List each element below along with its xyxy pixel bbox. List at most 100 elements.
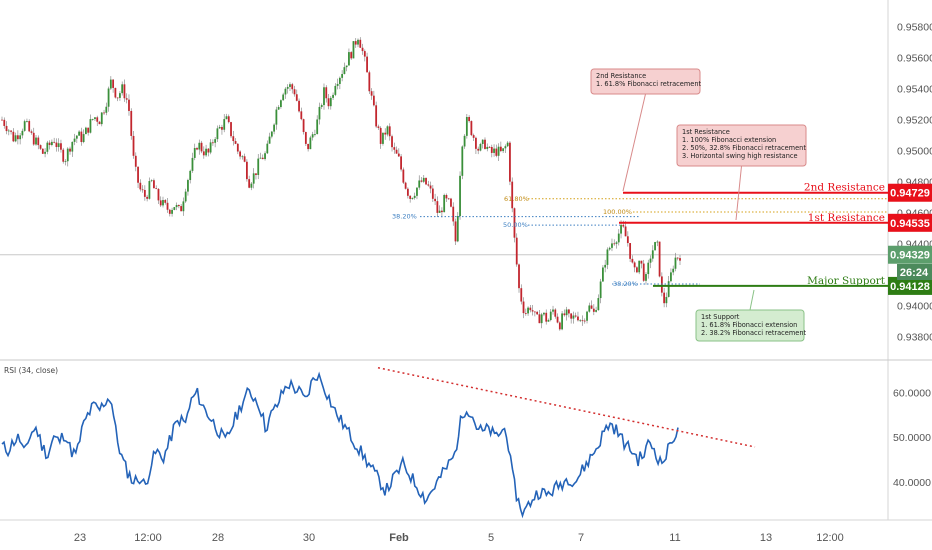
candle-body bbox=[232, 136, 235, 142]
candle-body bbox=[649, 258, 652, 263]
candle-body bbox=[431, 188, 434, 199]
candle-body bbox=[193, 148, 196, 158]
candle-body bbox=[570, 313, 573, 319]
candle-body bbox=[450, 198, 452, 207]
candle-body bbox=[39, 145, 42, 149]
candle-body bbox=[112, 79, 115, 88]
time-tick-label: 28 bbox=[212, 532, 224, 544]
candle-body bbox=[46, 142, 49, 152]
candle-body bbox=[636, 267, 638, 273]
candle-body bbox=[361, 47, 364, 52]
candle-body bbox=[370, 91, 373, 96]
candle-body bbox=[679, 258, 681, 261]
candle-body bbox=[638, 260, 641, 273]
candle-body bbox=[633, 262, 636, 268]
candle-body bbox=[434, 198, 437, 202]
candle-body bbox=[558, 322, 561, 330]
price-tick-label: 0.95200 bbox=[897, 115, 932, 127]
note-2nd-resistance-line: 1. 61.8% Fibonacci retracement bbox=[596, 80, 701, 88]
candle-body bbox=[268, 136, 271, 144]
candle-body bbox=[60, 143, 62, 150]
candle-body bbox=[366, 56, 368, 73]
candle-body bbox=[171, 209, 173, 214]
candle-body bbox=[314, 134, 316, 135]
candle-body bbox=[556, 316, 559, 323]
candle-body bbox=[14, 135, 17, 142]
candle-body bbox=[257, 158, 260, 175]
candle-body bbox=[422, 177, 425, 182]
fib-label-618: 61.80% bbox=[504, 195, 529, 203]
candle-body bbox=[146, 196, 149, 199]
price-tick-label: 0.93800 bbox=[897, 332, 932, 344]
candle-body bbox=[114, 87, 117, 98]
price-tick-label: 0.95600 bbox=[897, 53, 932, 65]
candle-body bbox=[563, 313, 566, 316]
candle-body bbox=[416, 187, 418, 196]
candle-body bbox=[338, 77, 341, 84]
candle-body bbox=[602, 267, 604, 282]
candle-body bbox=[100, 112, 103, 125]
candle-body bbox=[411, 197, 414, 199]
time-tick-label: Feb bbox=[389, 532, 409, 544]
candle-body bbox=[606, 249, 609, 265]
candle-body bbox=[656, 241, 659, 243]
candle-body bbox=[162, 200, 164, 206]
candle-body bbox=[300, 111, 303, 120]
candle-body bbox=[221, 126, 223, 130]
candle-body bbox=[465, 116, 468, 136]
candle-body bbox=[502, 148, 505, 152]
candle-body bbox=[531, 310, 534, 312]
time-tick-label: 23 bbox=[74, 532, 86, 544]
candle-body bbox=[567, 309, 570, 314]
candle-body bbox=[323, 87, 325, 106]
candle-body bbox=[642, 263, 645, 281]
candle-body bbox=[395, 149, 398, 154]
candle-body bbox=[216, 128, 219, 140]
candle-body bbox=[153, 180, 155, 189]
candle-body bbox=[400, 156, 402, 170]
candle-body bbox=[182, 201, 185, 212]
candle-body bbox=[128, 99, 130, 111]
candle-body bbox=[227, 116, 230, 123]
candle-body bbox=[205, 148, 207, 156]
candle-body bbox=[486, 146, 489, 149]
candle-body bbox=[577, 316, 579, 321]
candle-body bbox=[479, 143, 482, 151]
time-tick-label: 11 bbox=[669, 532, 680, 544]
candle-body bbox=[273, 124, 276, 132]
candle-body bbox=[311, 134, 314, 138]
note-1st-support-title: 1st Support bbox=[701, 313, 740, 321]
candle-body bbox=[629, 243, 632, 259]
candle-body bbox=[10, 130, 12, 132]
candle-body bbox=[495, 148, 498, 156]
candle-body bbox=[28, 121, 31, 132]
candle-body bbox=[658, 241, 661, 277]
candle-body bbox=[259, 157, 262, 159]
candle-body bbox=[307, 143, 310, 150]
candle-body bbox=[604, 264, 607, 268]
candle-body bbox=[329, 97, 332, 107]
candle-body bbox=[438, 210, 441, 213]
candle-body bbox=[150, 180, 153, 182]
candle-body bbox=[143, 189, 146, 197]
candle-body bbox=[533, 311, 536, 313]
candle-body bbox=[286, 86, 289, 89]
candle-body bbox=[518, 264, 520, 289]
time-tick-label: 5 bbox=[488, 532, 494, 544]
note-1st-support-line: 2. 38.2% Fibonacci retracement bbox=[701, 329, 806, 337]
candle-body bbox=[295, 94, 298, 101]
candle-body bbox=[363, 51, 366, 57]
candle-body bbox=[164, 200, 167, 203]
candle-body bbox=[468, 116, 471, 122]
candle-body bbox=[670, 272, 672, 282]
candle-body bbox=[207, 148, 210, 153]
candle-body bbox=[55, 142, 58, 148]
candle-body bbox=[309, 137, 312, 150]
candle-body bbox=[459, 175, 461, 217]
candle-body bbox=[191, 157, 194, 171]
